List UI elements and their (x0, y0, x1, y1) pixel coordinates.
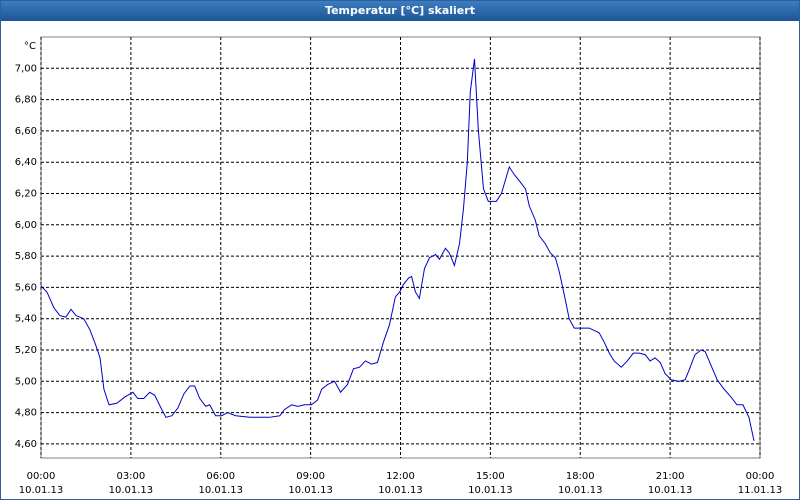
y-tick-label: 6,40 (15, 157, 37, 168)
x-tick-date: 10.01.13 (288, 485, 333, 496)
x-tick-date: 10.01.13 (468, 485, 513, 496)
x-tick-label: 00:00 (746, 471, 775, 482)
y-tick-label: 6,80 (15, 95, 37, 106)
y-axis-label: °C (24, 41, 36, 52)
y-tick-label: 4,80 (15, 408, 37, 419)
y-tick-label: 5,60 (15, 282, 37, 293)
x-tick-date: 10.01.13 (558, 485, 603, 496)
x-tick-label: 21:00 (656, 471, 685, 482)
y-tick-label: 6,00 (15, 220, 37, 231)
y-tick-label: 5,80 (15, 251, 37, 262)
title-bar: Temperatur [°C] skaliert (1, 1, 799, 21)
x-tick-label: 15:00 (476, 471, 505, 482)
y-tick-label: 6,60 (15, 126, 37, 137)
x-tick-date: 11.01.13 (738, 485, 783, 496)
y-tick-label: 5,20 (15, 345, 37, 356)
x-tick-label: 18:00 (566, 471, 595, 482)
x-tick-date: 10.01.13 (378, 485, 423, 496)
y-tick-label: 5,40 (15, 314, 37, 325)
x-tick-label: 09:00 (296, 471, 325, 482)
y-tick-label: 4,60 (15, 439, 37, 450)
y-tick-label: 5,00 (15, 376, 37, 387)
y-tick-label: 7,00 (15, 63, 37, 74)
y-tick-label: 6,20 (15, 189, 37, 200)
x-tick-date: 10.01.13 (648, 485, 693, 496)
x-tick-date: 10.01.13 (19, 485, 64, 496)
x-tick-label: 00:00 (27, 471, 56, 482)
x-tick-label: 03:00 (116, 471, 145, 482)
temperature-line (40, 58, 755, 441)
x-tick-label: 12:00 (386, 471, 415, 482)
x-tick-label: 06:00 (206, 471, 235, 482)
x-tick-date: 10.01.13 (198, 485, 243, 496)
x-tick-date: 10.01.13 (109, 485, 154, 496)
